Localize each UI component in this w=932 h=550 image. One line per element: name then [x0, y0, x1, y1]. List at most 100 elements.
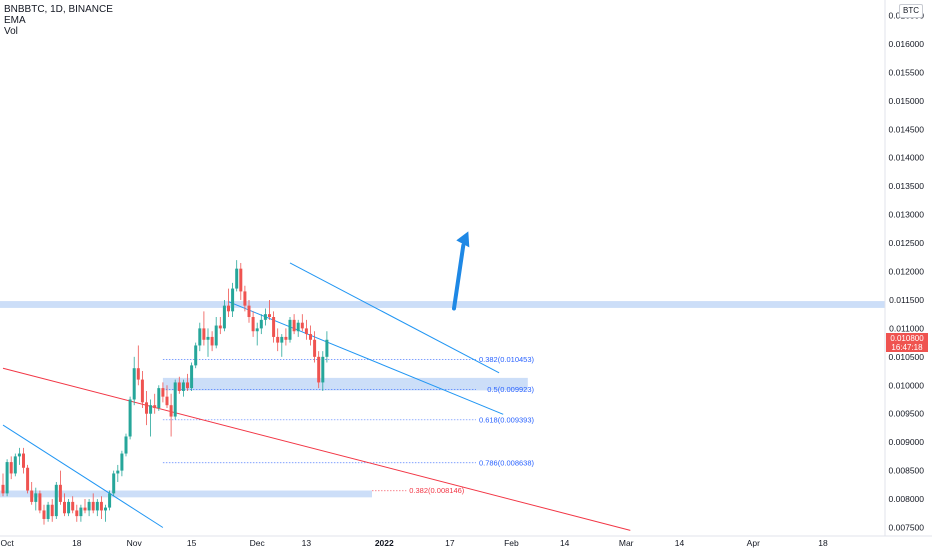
candle-up: [17, 453, 21, 457]
price-tick-label: 0.009000: [889, 437, 925, 447]
candle-down: [239, 268, 243, 292]
time-tick-label: Nov: [127, 538, 143, 548]
candle-down: [247, 305, 251, 318]
candle-up: [13, 456, 17, 474]
candle-up: [67, 501, 71, 514]
candle-up: [173, 382, 177, 417]
time-tick-label: Oct: [0, 538, 14, 548]
candle-down: [186, 382, 189, 389]
price-tick-label: 0.014000: [889, 153, 925, 163]
price-tick-label: 0.013000: [889, 210, 925, 220]
time-tick-label: 14: [675, 538, 685, 548]
candle-up: [325, 339, 329, 357]
price-axis[interactable]: 0.0165000.0160000.0155000.0150000.014500…: [889, 11, 925, 533]
candle-down: [30, 490, 34, 502]
time-tick-label: Mar: [619, 538, 634, 548]
candle-down: [243, 291, 247, 306]
candle-up: [112, 473, 116, 494]
time-tick-label: 18: [72, 538, 82, 548]
candle-down: [99, 501, 103, 511]
candle-down: [153, 405, 157, 409]
price-zone: [0, 301, 885, 308]
time-tick-label: 18: [818, 538, 828, 548]
candle-up: [263, 314, 267, 320]
fib-level-label: 0.5(0.009923): [487, 385, 534, 394]
candle-up: [120, 453, 124, 471]
candle-up: [280, 336, 284, 343]
candle-up: [222, 305, 226, 329]
ema-indicator-label[interactable]: EMA: [4, 15, 26, 26]
candle-up: [214, 325, 218, 346]
arrow-head: [456, 231, 470, 248]
channel-line: [2, 424, 164, 528]
candle-up: [296, 322, 300, 332]
candle-up: [235, 268, 239, 289]
candle-up: [181, 382, 185, 391]
volume-indicator-label[interactable]: Vol: [4, 26, 18, 37]
currency-unit-button[interactable]: BTC: [899, 4, 923, 18]
time-tick-label: 13: [302, 538, 312, 548]
candle-down: [210, 336, 214, 346]
candle-down: [202, 328, 206, 340]
candle-down: [42, 510, 46, 519]
candle-up: [149, 405, 153, 414]
time-tick-label: 17: [445, 538, 455, 548]
price-zone: [162, 377, 528, 391]
candle-down: [276, 336, 280, 343]
price-tick-label: 0.015000: [889, 96, 925, 106]
arrow-shaft: [452, 243, 466, 311]
price-tick-label: 0.013500: [889, 181, 925, 191]
candle-down: [83, 507, 87, 511]
candle-down: [292, 319, 296, 332]
candle-down: [304, 328, 308, 335]
candle-down: [38, 493, 42, 511]
candle-down: [50, 504, 54, 517]
candle-down: [268, 314, 271, 318]
time-tick-label: Dec: [250, 538, 266, 548]
fib-level-label: 0.618(0.009393): [479, 415, 535, 424]
price-tick-label: 0.012000: [889, 267, 925, 277]
fib-level-label: 0.382(0.010453): [479, 355, 535, 364]
candle-down: [58, 484, 62, 502]
candle-up: [54, 484, 58, 517]
candle-down: [26, 467, 30, 491]
current-price-badge: 0.010800 16:47:18: [886, 333, 928, 352]
chart-legend: BNBBTC, 1D, BINANCE EMA Vol: [4, 4, 113, 37]
price-tick-label: 0.010500: [889, 352, 925, 362]
price-tick-label: 0.012500: [889, 238, 925, 248]
candle-down: [309, 334, 312, 340]
candle-down: [63, 501, 66, 514]
candle-up: [194, 345, 198, 366]
time-tick-label: 14: [560, 538, 570, 548]
candle-up: [124, 436, 128, 454]
candle-down: [317, 356, 321, 383]
fib-levels: 0.382(0.010453) 0.5(0.009923) 0.618(0.0093…: [162, 355, 535, 495]
bar-countdown: 16:47:18: [891, 343, 923, 352]
up-arrow-icon: [452, 231, 470, 311]
price-tick-label: 0.008000: [889, 494, 925, 504]
price-tick-label: 0.015500: [889, 67, 925, 77]
symbol-title[interactable]: BNBBTC, 1D, BINANCE: [4, 4, 113, 15]
fib-level-label: 0.382(0.008146): [409, 486, 465, 495]
candle-down: [71, 501, 75, 511]
candle-down: [284, 336, 288, 340]
candle-down: [75, 510, 79, 517]
candle-down: [272, 317, 276, 337]
candle-down: [145, 402, 148, 414]
candle-down: [313, 339, 317, 357]
candle-down: [169, 405, 173, 417]
candle-up: [132, 368, 136, 400]
candle-up: [116, 470, 120, 474]
candle-down: [9, 462, 13, 474]
candle-down: [227, 305, 230, 312]
price-tick-label: 0.016000: [889, 39, 925, 49]
candle-up: [321, 356, 325, 383]
candle-down: [140, 379, 144, 403]
candle-up: [104, 507, 107, 511]
time-axis[interactable]: Oct 18 Nov 15 Dec 13 2022 17 Feb 14 Mar 14 Apr 18: [0, 538, 828, 548]
candle-up: [198, 328, 202, 346]
candle-down: [161, 388, 165, 397]
candle-down: [218, 325, 222, 329]
price-tick-label: 0.010000: [889, 380, 925, 390]
